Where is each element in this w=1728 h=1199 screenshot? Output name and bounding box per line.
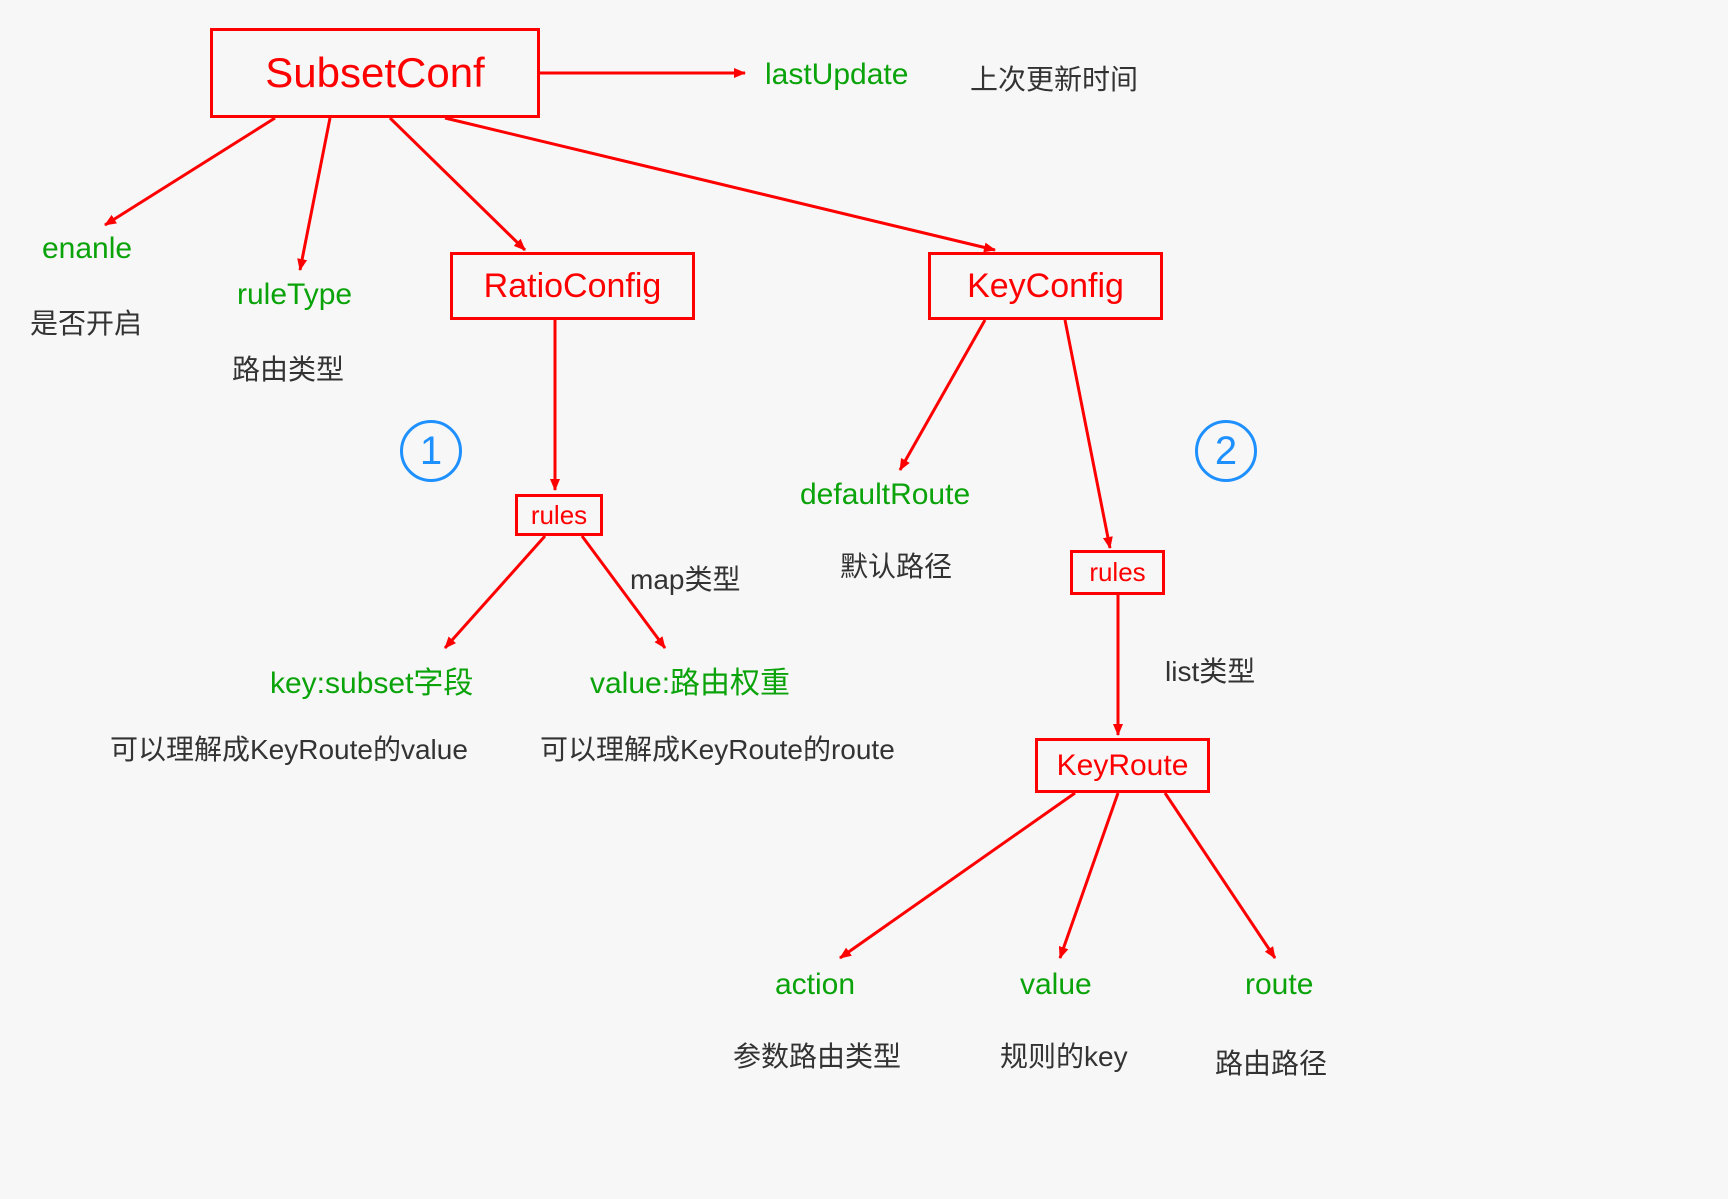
edge-2 <box>300 118 330 270</box>
edge-9 <box>1065 320 1110 548</box>
node-enanle: enanle <box>42 232 132 266</box>
node-listType: list类型 <box>1165 650 1255 690</box>
node-enanle_d: 是否开启 <box>30 302 142 342</box>
node-route: route <box>1245 968 1313 1002</box>
node-valueRoute: value:路由权重 <box>590 658 790 702</box>
node-ruleType: ruleType <box>237 278 352 312</box>
node-keyConfig: KeyConfig <box>928 252 1163 320</box>
node-ratioConfig: RatioConfig <box>450 252 695 320</box>
node-rules1: rules <box>515 494 603 536</box>
edge-12 <box>1060 793 1118 958</box>
edge-6 <box>445 536 545 648</box>
node-defaultRoute: defaultRoute <box>800 478 970 512</box>
node-keyRoute: KeyRoute <box>1035 738 1210 793</box>
node-ruleType_d: 路由类型 <box>232 348 344 388</box>
node-valueRoute_d: 可以理解成KeyRoute的route <box>540 728 895 768</box>
node-defaultRoute_d: 默认路径 <box>840 545 952 585</box>
node-lastUpdate: lastUpdate <box>765 58 908 92</box>
edge-11 <box>840 793 1075 958</box>
edge-3 <box>390 118 525 250</box>
node-mapType: map类型 <box>630 558 740 598</box>
node-keySubset: key:subset字段 <box>270 658 473 702</box>
diagram-canvas: SubsetConf lastUpdate 上次更新时间 enanle 是否开启 rule… <box>0 0 1728 1199</box>
node-lastUpdate_d: 上次更新时间 <box>970 58 1138 98</box>
node-value: value <box>1020 968 1092 1002</box>
edge-1 <box>105 118 275 225</box>
edges-layer <box>0 0 1728 1199</box>
edge-4 <box>445 118 995 250</box>
node-route_d: 路由路径 <box>1215 1042 1327 1082</box>
node-circle1: 1 <box>400 420 462 482</box>
node-circle2: 2 <box>1195 420 1257 482</box>
node-rules2: rules <box>1070 550 1165 595</box>
node-action_d: 参数路由类型 <box>733 1035 901 1075</box>
node-keySubset_d: 可以理解成KeyRoute的value <box>110 728 468 768</box>
node-action: action <box>775 968 855 1002</box>
node-value_d: 规则的key <box>1000 1035 1128 1075</box>
node-subsetConf: SubsetConf <box>210 28 540 118</box>
edge-13 <box>1165 793 1275 958</box>
edge-8 <box>900 320 985 470</box>
